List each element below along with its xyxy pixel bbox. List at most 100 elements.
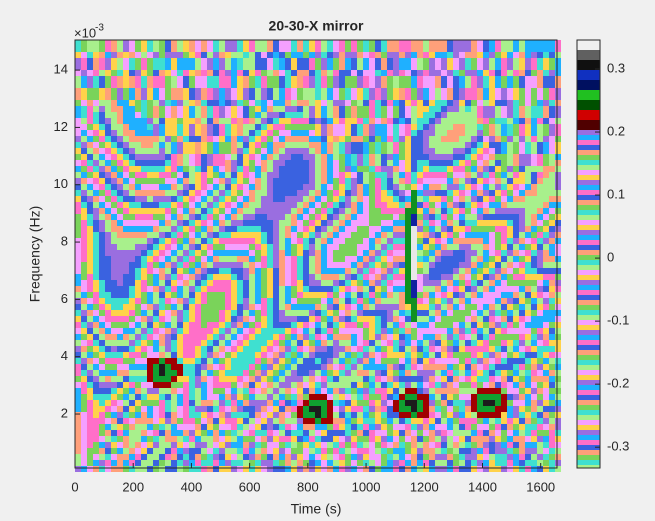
- heatmap-cell: [483, 364, 489, 370]
- heatmap-cell: [525, 184, 531, 190]
- heatmap-cell: [249, 82, 255, 88]
- heatmap-cell: [81, 88, 87, 94]
- heatmap-cell: [321, 220, 327, 226]
- heatmap-cell: [549, 58, 555, 64]
- heatmap-cell: [519, 322, 525, 328]
- heatmap-cell: [405, 148, 411, 154]
- heatmap-cell: [147, 220, 153, 226]
- heatmap-cell: [177, 208, 183, 214]
- heatmap-cell: [285, 388, 291, 394]
- heatmap-cell: [75, 340, 81, 346]
- heatmap-cell: [429, 202, 435, 208]
- heatmap-cell: [111, 310, 117, 316]
- heatmap-cell: [219, 154, 225, 160]
- heatmap-cell: [201, 88, 207, 94]
- heatmap-cell: [537, 82, 543, 88]
- heatmap-cell: [489, 262, 495, 268]
- heatmap-cell: [501, 52, 507, 58]
- heatmap-cell: [423, 220, 429, 226]
- heatmap-cell: [237, 40, 243, 46]
- heatmap-cell: [297, 244, 303, 250]
- heatmap-cell: [417, 370, 423, 376]
- heatmap-cell: [147, 172, 153, 178]
- heatmap-cell: [447, 208, 453, 214]
- heatmap-cell: [147, 352, 153, 358]
- heatmap-cell: [369, 322, 375, 328]
- heatmap-cell: [291, 94, 297, 100]
- heatmap-cell: [147, 124, 153, 130]
- heatmap-cell: [99, 148, 105, 154]
- heatmap-cell: [549, 160, 555, 166]
- heatmap-cell: [231, 262, 237, 268]
- heatmap-cell: [285, 358, 291, 364]
- heatmap-cell: [297, 304, 303, 310]
- heatmap-cell: [309, 334, 315, 340]
- heatmap-cell: [477, 400, 483, 406]
- heatmap-cell: [297, 280, 303, 286]
- heatmap-cell: [129, 136, 135, 142]
- heatmap-cell: [393, 352, 399, 358]
- heatmap-cell: [417, 244, 423, 250]
- heatmap-cell: [117, 100, 123, 106]
- heatmap-cell: [387, 214, 393, 220]
- heatmap-cell: [477, 238, 483, 244]
- heatmap-cell: [189, 232, 195, 238]
- heatmap-cell: [477, 202, 483, 208]
- heatmap-cell: [327, 376, 333, 382]
- heatmap-cell: [351, 118, 357, 124]
- heatmap-cell: [207, 316, 213, 322]
- heatmap-cell: [129, 328, 135, 334]
- heatmap-cell: [453, 94, 459, 100]
- heatmap-cell: [513, 136, 519, 142]
- heatmap-cell: [465, 376, 471, 382]
- heatmap-cell: [441, 340, 447, 346]
- heatmap-cell: [537, 334, 543, 340]
- heatmap-cell: [387, 82, 393, 88]
- heatmap-cell: [363, 328, 369, 334]
- heatmap-cell: [507, 94, 513, 100]
- heatmap-cell: [231, 280, 237, 286]
- heatmap-cell: [519, 178, 525, 184]
- heatmap-cell: [507, 298, 513, 304]
- heatmap-cell: [429, 358, 435, 364]
- heatmap-cell: [75, 142, 81, 148]
- heatmap-cell: [399, 124, 405, 130]
- heatmap-cell: [279, 58, 285, 64]
- heatmap-cell: [81, 322, 87, 328]
- heatmap-cell: [321, 82, 327, 88]
- heatmap-cell: [357, 100, 363, 106]
- heatmap-cell: [477, 166, 483, 172]
- heatmap-cell: [549, 184, 555, 190]
- heatmap-cell: [93, 52, 99, 58]
- heatmap-cell: [249, 76, 255, 82]
- heatmap-cell: [159, 184, 165, 190]
- heatmap-cell: [519, 298, 525, 304]
- heatmap-cell: [219, 184, 225, 190]
- heatmap-cell: [255, 76, 261, 82]
- heatmap-cell: [465, 160, 471, 166]
- heatmap-cell: [513, 220, 519, 226]
- heatmap-cell: [339, 118, 345, 124]
- heatmap-cell: [273, 160, 279, 166]
- heatmap-cell: [525, 52, 531, 58]
- heatmap-cell: [201, 274, 207, 280]
- heatmap-cell: [327, 208, 333, 214]
- heatmap-cell: [81, 376, 87, 382]
- heatmap-cell: [435, 334, 441, 340]
- heatmap-cell: [369, 364, 375, 370]
- heatmap-cell: [447, 292, 453, 298]
- heatmap-cell: [333, 94, 339, 100]
- heatmap-cell: [429, 328, 435, 334]
- heatmap-cell: [159, 286, 165, 292]
- heatmap-cell: [129, 304, 135, 310]
- heatmap-cell: [201, 82, 207, 88]
- heatmap-cell: [309, 208, 315, 214]
- heatmap-cell: [489, 340, 495, 346]
- heatmap-cell: [213, 238, 219, 244]
- heatmap-cell: [219, 274, 225, 280]
- heatmap-cell: [465, 340, 471, 346]
- heatmap-cell: [135, 238, 141, 244]
- heatmap-cell: [261, 202, 267, 208]
- heatmap-cell: [93, 382, 99, 388]
- heatmap-cell: [75, 322, 81, 328]
